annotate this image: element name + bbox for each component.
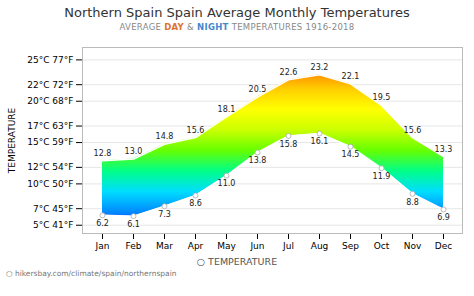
svg-text:17°C 63°F: 17°C 63°F: [27, 121, 73, 131]
svg-text:20.5: 20.5: [249, 85, 267, 94]
svg-text:18.1: 18.1: [218, 105, 236, 114]
svg-text:8.8: 8.8: [406, 198, 419, 207]
svg-text:15.6: 15.6: [187, 126, 205, 135]
svg-text:15.6: 15.6: [404, 126, 422, 135]
svg-text:25°C 77°F: 25°C 77°F: [27, 55, 73, 65]
svg-text:Apr: Apr: [188, 241, 204, 251]
svg-text:14.8: 14.8: [156, 132, 174, 141]
svg-text:Mar: Mar: [156, 241, 173, 251]
svg-text:11.9: 11.9: [373, 172, 391, 181]
svg-text:22°C 72°F: 22°C 72°F: [27, 80, 73, 90]
svg-text:5°C 41°F: 5°C 41°F: [33, 220, 74, 230]
svg-text:Jun: Jun: [249, 241, 264, 251]
svg-text:6.1: 6.1: [127, 220, 140, 229]
svg-text:23.2: 23.2: [311, 63, 329, 72]
html-text:AVERAGE DAY & NIGHT TEMPERATUR: AVERAGE DAY & NIGHT TEMPERATURES 1916-20…: [119, 22, 355, 32]
svg-text:Dec: Dec: [435, 241, 452, 251]
svg-text:7.3: 7.3: [158, 210, 171, 219]
svg-text:22.6: 22.6: [280, 68, 298, 77]
svg-text:12.8: 12.8: [94, 149, 112, 158]
svg-text:16.1: 16.1: [311, 137, 329, 146]
svg-text:19.5: 19.5: [373, 93, 391, 102]
svg-text:6.2: 6.2: [96, 219, 109, 228]
svg-text:Feb: Feb: [126, 241, 142, 251]
svg-text:14.5: 14.5: [342, 150, 360, 159]
svg-text:Nov: Nov: [404, 241, 422, 251]
svg-text:22.1: 22.1: [342, 72, 360, 81]
svg-text:Jan: Jan: [95, 241, 110, 251]
svg-text:11.0: 11.0: [218, 179, 236, 188]
svg-text:10°C 50°F: 10°C 50°F: [27, 179, 73, 189]
svg-text:Oct: Oct: [374, 241, 390, 251]
svg-text:Jul: Jul: [282, 241, 294, 251]
html-text:Northern Spain Spain Average M: Northern Spain Spain Average Monthly Tem…: [64, 5, 410, 20]
svg-text:Sep: Sep: [342, 241, 359, 251]
svg-text:7°C 45°F: 7°C 45°F: [33, 204, 74, 214]
svg-text:8.6: 8.6: [189, 199, 202, 208]
svg-text:15.8: 15.8: [280, 140, 298, 149]
svg-text:6.9: 6.9: [437, 213, 450, 222]
html-text:○ TEMPERATURE: ○ TEMPERATURE: [196, 256, 278, 267]
svg-text:Aug: Aug: [311, 241, 329, 251]
svg-text:15°C 59°F: 15°C 59°F: [27, 137, 73, 147]
svg-text:TEMPERATURE: TEMPERATURE: [7, 107, 17, 174]
svg-text:13.0: 13.0: [125, 147, 143, 156]
svg-text:12°C 54°F: 12°C 54°F: [27, 162, 73, 172]
svg-text:13.8: 13.8: [249, 156, 267, 165]
svg-text:20°C 68°F: 20°C 68°F: [27, 96, 73, 106]
html-text:○ hikersbay.com/climate/spain/: ○ hikersbay.com/climate/spain/northernsp…: [6, 269, 177, 278]
svg-text:13.3: 13.3: [435, 145, 453, 154]
svg-text:May: May: [217, 241, 236, 251]
